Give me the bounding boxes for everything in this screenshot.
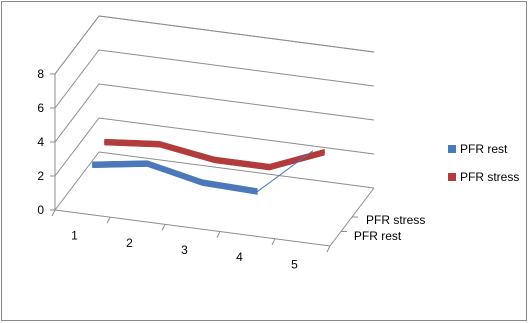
depth-axis-labels: PFR stress PFR rest	[354, 213, 425, 243]
series-point	[323, 151, 326, 153]
depth-axis-label: PFR stress	[366, 213, 425, 227]
gridlines	[50, 15, 375, 211]
legend: PFR rest PFR stress	[448, 142, 519, 184]
x-axis-tick-labels: 1 2 3 4 5	[71, 229, 298, 272]
x-tick-mark	[106, 216, 111, 224]
y-tick-label: 6	[37, 101, 44, 115]
series-point	[103, 141, 106, 143]
y-tick-label: 2	[37, 169, 44, 183]
x-tick-mark	[216, 231, 221, 238]
series-point	[146, 162, 148, 165]
series-pfr-stress	[103, 138, 326, 171]
x-tick-label: 4	[236, 250, 243, 264]
legend-item-pfr-rest: PFR rest	[448, 142, 508, 156]
x-tick-mark	[326, 245, 331, 253]
series-point	[158, 143, 161, 145]
series-layer	[91, 138, 326, 195]
depth-axis-label: PFR rest	[354, 229, 402, 243]
series-segment	[159, 140, 215, 164]
gridline	[54, 117, 375, 177]
legend-label-pfr-rest: PFR rest	[460, 142, 508, 156]
chart-walls	[54, 15, 375, 210]
y-tick-label: 8	[37, 67, 44, 81]
series-segment	[92, 160, 148, 169]
series-point	[201, 182, 203, 184]
y-axis-tick-labels: 0 2 4 6 8	[37, 67, 44, 217]
y-tick-label: 4	[37, 135, 44, 149]
series-point	[213, 159, 216, 161]
legend-swatch-pfr-stress	[448, 173, 456, 181]
gridline	[54, 15, 375, 75]
gridline	[54, 49, 375, 109]
x-tick-mark	[271, 238, 276, 246]
series-segment	[202, 179, 258, 195]
x-tick-mark	[51, 209, 56, 217]
x-tick-label: 1	[71, 229, 78, 243]
y-tick-label: 0	[37, 203, 44, 217]
x-tick-label: 3	[181, 243, 188, 257]
floor-edge	[54, 187, 375, 247]
series-point	[91, 164, 93, 166]
chart-floor	[51, 187, 375, 253]
legend-swatch-pfr-rest	[448, 145, 456, 153]
x-tick-label: 5	[291, 257, 298, 271]
series-point	[256, 190, 258, 193]
series-segment	[104, 138, 160, 148]
legend-item-pfr-stress: PFR stress	[448, 170, 519, 184]
series-segment	[257, 150, 313, 192]
x-tick-mark	[161, 224, 166, 231]
gridline	[54, 83, 375, 143]
series-point	[268, 166, 271, 168]
x-tick-label: 2	[126, 236, 133, 250]
series-point	[311, 150, 313, 152]
series-pfr-rest	[91, 150, 313, 195]
series-segment	[269, 148, 325, 171]
gridline	[54, 151, 375, 211]
legend-label-pfr-stress: PFR stress	[460, 170, 519, 184]
